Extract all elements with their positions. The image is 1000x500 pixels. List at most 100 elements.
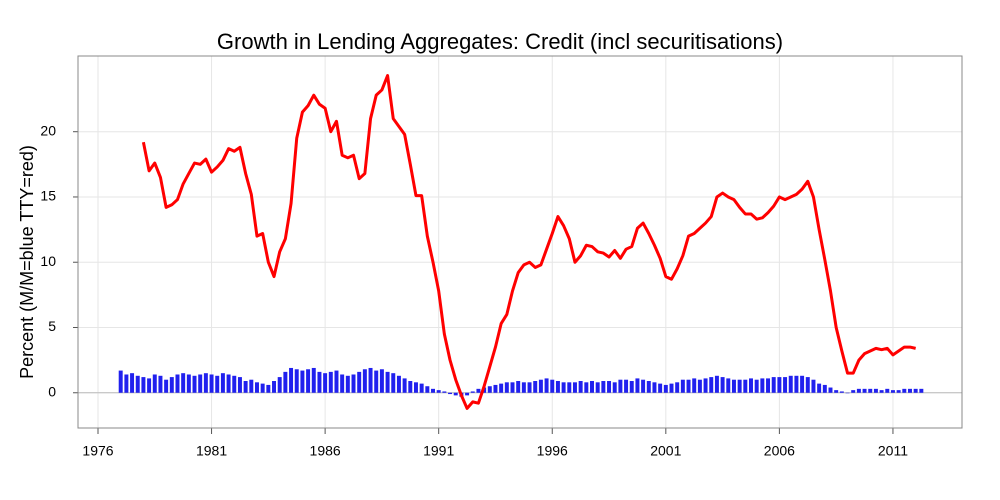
bar <box>431 388 435 393</box>
bar <box>277 377 282 393</box>
bar <box>374 370 379 393</box>
bar <box>147 378 152 393</box>
bar <box>289 367 294 393</box>
bar <box>629 381 634 393</box>
y-tick-label: 5 <box>48 318 56 334</box>
bar <box>862 388 867 393</box>
bar <box>533 381 538 393</box>
bar <box>851 390 856 393</box>
bar <box>203 373 208 393</box>
bar <box>493 384 498 393</box>
chart-title: Growth in Lending Aggregates: Credit (in… <box>217 29 783 54</box>
bar <box>311 367 316 393</box>
bar <box>141 377 146 393</box>
bar <box>663 384 668 393</box>
bar <box>328 371 333 393</box>
bar <box>476 388 481 393</box>
bar <box>743 379 748 393</box>
bar <box>788 375 793 393</box>
x-tick-label: 1986 <box>310 443 341 459</box>
bar <box>754 379 759 393</box>
bar <box>470 391 475 393</box>
bar <box>186 374 191 393</box>
bar <box>777 377 782 393</box>
bar <box>783 377 788 393</box>
bar <box>703 378 708 393</box>
bar <box>510 382 515 393</box>
bar <box>272 381 277 393</box>
bar <box>561 382 566 393</box>
bar <box>612 382 617 393</box>
bar <box>771 377 776 393</box>
bar <box>192 375 197 393</box>
bar <box>896 390 901 393</box>
bar <box>607 381 612 393</box>
bar <box>198 374 203 393</box>
x-tick-label: 2006 <box>764 443 795 459</box>
bar <box>152 374 157 393</box>
bar <box>408 381 413 393</box>
bar <box>913 388 918 393</box>
bar <box>164 379 169 393</box>
bar <box>601 381 606 393</box>
bar <box>879 390 884 393</box>
bar <box>266 384 271 393</box>
bar <box>584 382 589 393</box>
line <box>141 74 916 410</box>
bar <box>124 374 129 393</box>
bar <box>294 369 299 393</box>
x-tick-label: 1991 <box>423 443 454 459</box>
y-tick-label: 15 <box>40 188 56 204</box>
bar <box>624 379 629 393</box>
bar <box>215 375 220 393</box>
x-tick-label: 2001 <box>650 443 681 459</box>
bar <box>425 386 430 393</box>
bar <box>590 381 594 393</box>
bar <box>868 388 873 393</box>
bar <box>550 379 555 393</box>
bar <box>817 383 822 393</box>
bar <box>368 367 373 393</box>
y-tick-label: 10 <box>40 253 56 269</box>
bar <box>726 378 731 393</box>
bar <box>226 374 231 393</box>
bar <box>391 373 396 393</box>
bar <box>555 381 560 393</box>
bar <box>766 378 771 393</box>
bar <box>254 382 259 393</box>
bar <box>737 379 742 393</box>
bar <box>714 375 719 393</box>
bar <box>646 381 651 393</box>
bar <box>527 382 532 393</box>
bar <box>805 377 810 393</box>
bar <box>641 379 646 393</box>
x-tick-label: 1981 <box>196 443 227 459</box>
bar <box>822 384 827 393</box>
bar <box>453 392 458 396</box>
bar <box>731 379 736 393</box>
bar <box>396 375 401 393</box>
bar <box>834 390 839 393</box>
bar <box>402 378 407 393</box>
bar <box>351 374 356 393</box>
x-tick-label: 1996 <box>537 443 568 459</box>
bar <box>618 379 623 393</box>
bar <box>811 379 816 393</box>
bar <box>487 386 492 393</box>
bar <box>709 377 714 393</box>
bar <box>760 378 765 393</box>
y-tick-label: 20 <box>40 122 56 138</box>
bar <box>669 383 674 393</box>
bar <box>465 392 470 396</box>
bar <box>720 377 725 393</box>
bar <box>595 382 600 393</box>
bar <box>209 374 214 393</box>
bar <box>749 378 753 393</box>
bar <box>118 370 123 393</box>
bar <box>175 374 180 393</box>
bar <box>306 369 311 393</box>
bar <box>839 391 844 393</box>
bar <box>692 378 697 393</box>
y-axis-label: Percent (M/M=blue TTY=red) <box>17 145 37 379</box>
bar <box>419 383 424 393</box>
